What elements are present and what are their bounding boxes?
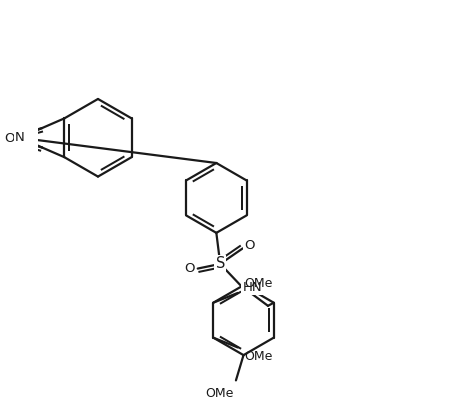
Text: O: O (184, 262, 194, 275)
Text: O: O (4, 131, 14, 144)
Text: HN: HN (242, 281, 262, 294)
Text: O: O (244, 239, 254, 252)
Text: OMe: OMe (243, 350, 272, 363)
Text: OMe: OMe (243, 278, 272, 290)
Text: N: N (15, 131, 24, 144)
Text: S: S (215, 256, 224, 272)
Text: OMe: OMe (205, 387, 234, 400)
Text: O: O (4, 132, 14, 145)
